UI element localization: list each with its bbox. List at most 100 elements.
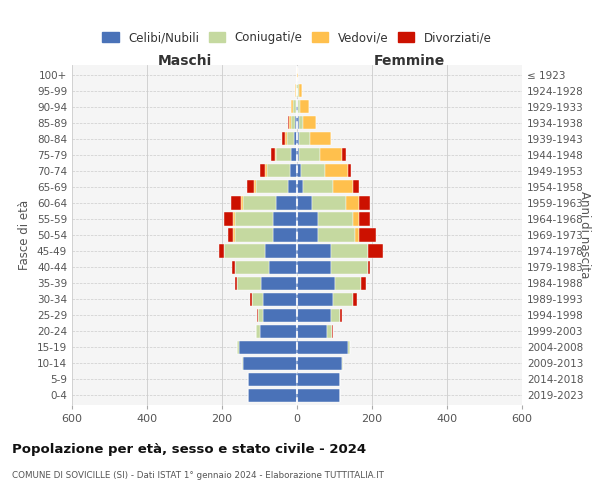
Bar bbox=[359, 228, 376, 241]
Bar bbox=[297, 373, 340, 386]
Bar bbox=[297, 68, 298, 81]
Bar bbox=[298, 100, 300, 114]
Bar bbox=[241, 356, 242, 370]
Bar bbox=[260, 164, 265, 177]
Bar bbox=[359, 196, 370, 209]
Bar bbox=[299, 84, 302, 97]
Y-axis label: Anni di nascita: Anni di nascita bbox=[578, 192, 590, 278]
Bar bbox=[220, 244, 224, 258]
Bar bbox=[301, 164, 325, 177]
Bar bbox=[297, 324, 327, 338]
Bar bbox=[290, 164, 297, 177]
Bar bbox=[237, 340, 239, 354]
Bar bbox=[297, 196, 312, 209]
Bar bbox=[342, 148, 346, 162]
Bar bbox=[277, 196, 297, 209]
Bar bbox=[361, 276, 367, 289]
Bar bbox=[235, 276, 237, 289]
Bar bbox=[299, 148, 320, 162]
Bar bbox=[297, 340, 347, 354]
Bar bbox=[291, 100, 293, 114]
Bar bbox=[302, 180, 332, 194]
Bar bbox=[355, 228, 359, 241]
Bar bbox=[299, 116, 303, 130]
Bar bbox=[287, 116, 289, 130]
Bar bbox=[297, 308, 331, 322]
Bar bbox=[224, 212, 233, 226]
Bar bbox=[297, 228, 317, 241]
Bar bbox=[346, 196, 359, 209]
Bar bbox=[331, 244, 368, 258]
Bar bbox=[290, 116, 295, 130]
Bar bbox=[297, 356, 342, 370]
Bar bbox=[248, 373, 297, 386]
Bar bbox=[359, 212, 370, 226]
Bar bbox=[233, 212, 235, 226]
Bar bbox=[277, 148, 292, 162]
Bar bbox=[297, 292, 332, 306]
Bar bbox=[342, 356, 343, 370]
Bar bbox=[265, 244, 297, 258]
Bar bbox=[227, 228, 233, 241]
Bar bbox=[262, 276, 297, 289]
Bar bbox=[235, 212, 272, 226]
Bar bbox=[269, 260, 297, 274]
Bar bbox=[297, 180, 302, 194]
Bar bbox=[263, 292, 297, 306]
Bar bbox=[297, 244, 331, 258]
Bar bbox=[297, 389, 340, 402]
Bar bbox=[331, 260, 368, 274]
Bar bbox=[335, 276, 361, 289]
Bar bbox=[353, 292, 357, 306]
Bar bbox=[235, 260, 269, 274]
Bar bbox=[300, 100, 310, 114]
Bar bbox=[297, 260, 331, 274]
Bar bbox=[263, 308, 297, 322]
Bar bbox=[248, 389, 297, 402]
Bar bbox=[353, 180, 359, 194]
Bar bbox=[271, 148, 275, 162]
Bar bbox=[353, 212, 359, 226]
Text: COMUNE DI SOVICILLE (SI) - Dati ISTAT 1° gennaio 2024 - Elaborazione TUTTITALIA.: COMUNE DI SOVICILLE (SI) - Dati ISTAT 1°… bbox=[12, 471, 384, 480]
Bar bbox=[272, 228, 297, 241]
Bar bbox=[368, 244, 383, 258]
Bar bbox=[325, 164, 347, 177]
Bar bbox=[260, 324, 297, 338]
Bar bbox=[242, 196, 277, 209]
Bar bbox=[267, 164, 290, 177]
Y-axis label: Fasce di età: Fasce di età bbox=[19, 200, 31, 270]
Bar bbox=[320, 148, 342, 162]
Bar bbox=[331, 324, 334, 338]
Bar bbox=[272, 212, 297, 226]
Bar bbox=[327, 324, 331, 338]
Bar bbox=[235, 228, 272, 241]
Bar bbox=[275, 148, 277, 162]
Bar bbox=[254, 180, 256, 194]
Bar bbox=[298, 84, 299, 97]
Bar bbox=[368, 260, 370, 274]
Bar bbox=[257, 308, 263, 322]
Bar bbox=[297, 100, 298, 114]
Bar bbox=[256, 180, 287, 194]
Bar bbox=[294, 132, 297, 145]
Bar bbox=[232, 196, 241, 209]
Text: Femmine: Femmine bbox=[374, 54, 445, 68]
Text: Popolazione per età, sesso e stato civile - 2024: Popolazione per età, sesso e stato civil… bbox=[12, 442, 366, 456]
Bar bbox=[237, 276, 262, 289]
Bar bbox=[347, 340, 349, 354]
Bar bbox=[312, 196, 346, 209]
Bar bbox=[296, 100, 297, 114]
Bar bbox=[297, 116, 299, 130]
Bar bbox=[284, 132, 287, 145]
Bar bbox=[252, 292, 263, 306]
Bar bbox=[310, 132, 331, 145]
Bar bbox=[241, 196, 242, 209]
Bar bbox=[332, 292, 353, 306]
Bar bbox=[331, 308, 340, 322]
Bar bbox=[297, 148, 299, 162]
Bar bbox=[281, 132, 284, 145]
Bar bbox=[289, 116, 290, 130]
Bar bbox=[224, 244, 265, 258]
Bar bbox=[239, 340, 297, 354]
Bar bbox=[340, 308, 342, 322]
